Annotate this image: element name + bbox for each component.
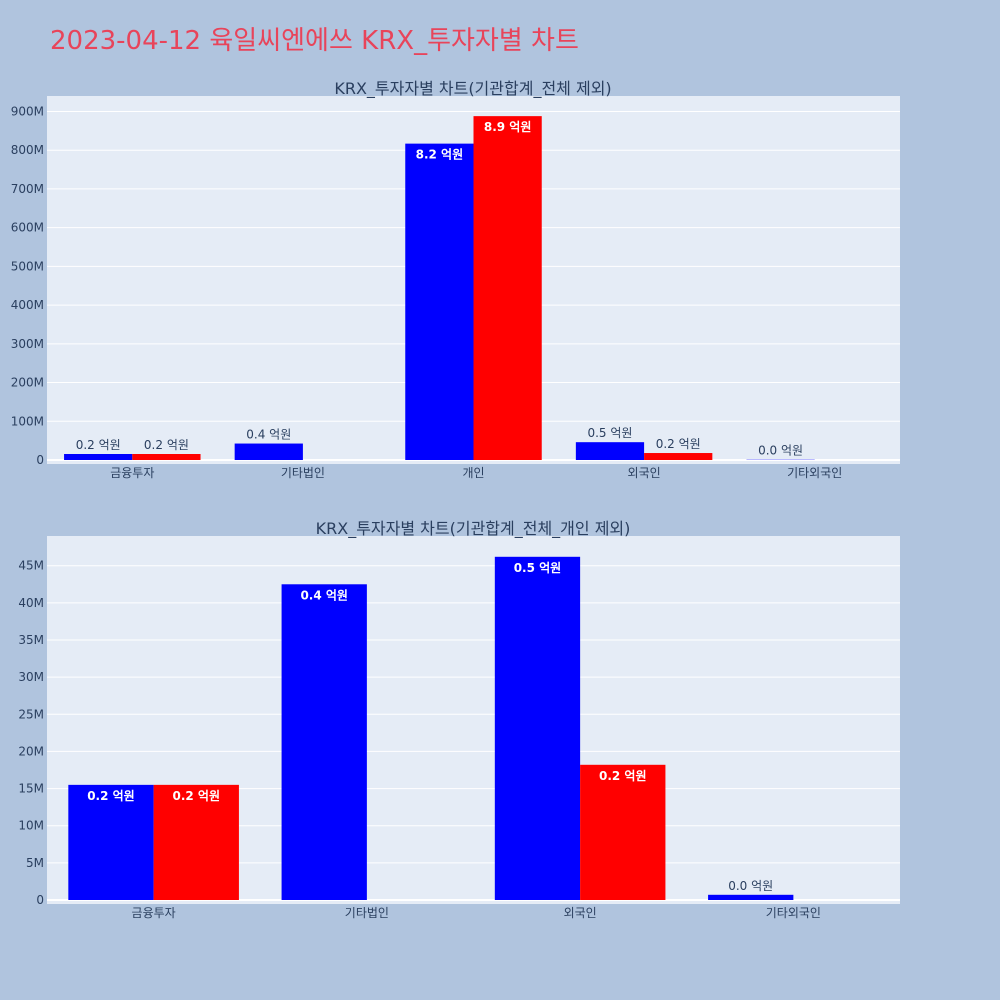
x-tick-label: 금융투자	[132, 906, 176, 920]
y-tick-label: 900M	[11, 104, 44, 118]
data-label: 0.2 억원	[87, 789, 135, 803]
bar	[575, 442, 645, 460]
data-label: 0.2 억원	[173, 789, 221, 803]
bar	[405, 143, 474, 460]
bar	[494, 556, 581, 900]
x-tick-label: 개인	[462, 466, 484, 480]
y-tick-label: 5M	[26, 856, 44, 870]
bar	[132, 453, 201, 460]
bar	[644, 453, 713, 460]
x-tick-label: 기타외국인	[766, 906, 821, 920]
y-tick-label: 15M	[18, 782, 44, 796]
bar	[64, 453, 133, 460]
investor-chart-all: KRX_투자자별 차트(기관합계_전체 제외) 0 100M 200M 300M 400…	[11, 79, 900, 480]
x-tick-label: 외국인	[564, 906, 597, 920]
data-label: 8.2 억원	[416, 148, 464, 162]
y-tick-label: 20M	[18, 744, 44, 758]
y-tick-label: 300M	[11, 337, 44, 351]
data-label: 0.4 억원	[246, 428, 291, 442]
y-tick-label: 400M	[11, 298, 44, 312]
data-label: 0.0 억원	[758, 444, 803, 458]
x-tick-label: 기타법인	[345, 906, 389, 920]
y-tick-label: 40M	[18, 596, 44, 610]
y-tick-label: 45M	[18, 559, 44, 573]
bar	[68, 784, 154, 900]
x-tick-label: 외국인	[628, 466, 661, 480]
bar	[234, 443, 303, 460]
y-tick-label: 25M	[18, 707, 44, 721]
x-tick-label: 기타법인	[281, 466, 325, 480]
investor-chart-excl-individual: KRX_투자자별 차트(기관합계_전체_개인 제외) 0 5M 10M 15M 20M 2…	[18, 519, 900, 920]
y-tick-label: 600M	[11, 221, 44, 235]
y-tick-label: 10M	[18, 819, 44, 833]
y-tick-label: 0	[36, 453, 44, 467]
bar	[153, 784, 239, 900]
bar	[473, 116, 542, 460]
y-tick-label: 200M	[11, 376, 44, 390]
data-label: 0.5 억원	[587, 426, 632, 440]
x-tick-label: 금융투자	[110, 466, 154, 480]
y-tick-label: 500M	[11, 259, 44, 273]
y-tick-label: 100M	[11, 414, 44, 428]
data-label: 0.2 억원	[144, 438, 189, 452]
chart-title: KRX_투자자별 차트(기관합계_전체 제외)	[334, 79, 611, 99]
y-tick-label: 700M	[11, 182, 44, 196]
bar	[708, 894, 794, 900]
data-label: 0.2 억원	[656, 437, 701, 451]
data-label: 0.5 억원	[514, 561, 562, 575]
data-label: 0.2 억원	[599, 769, 647, 783]
data-label: 8.9 억원	[484, 120, 532, 134]
data-label: 0.4 억원	[300, 588, 348, 602]
data-label: 0.0 억원	[728, 879, 773, 893]
y-tick-label: 35M	[18, 633, 44, 647]
y-tick-label: 0	[36, 893, 44, 907]
page-title: 2023-04-12 육일씨엔에쓰 KRX_투자자별 차트	[50, 26, 579, 56]
bar	[281, 584, 367, 900]
chart-title: KRX_투자자별 차트(기관합계_전체_개인 제외)	[316, 519, 631, 539]
bar	[580, 764, 666, 900]
y-tick-label: 30M	[18, 670, 44, 684]
x-tick-label: 기타외국인	[787, 466, 842, 480]
data-label: 0.2 억원	[76, 438, 121, 452]
y-tick-label: 800M	[11, 143, 44, 157]
